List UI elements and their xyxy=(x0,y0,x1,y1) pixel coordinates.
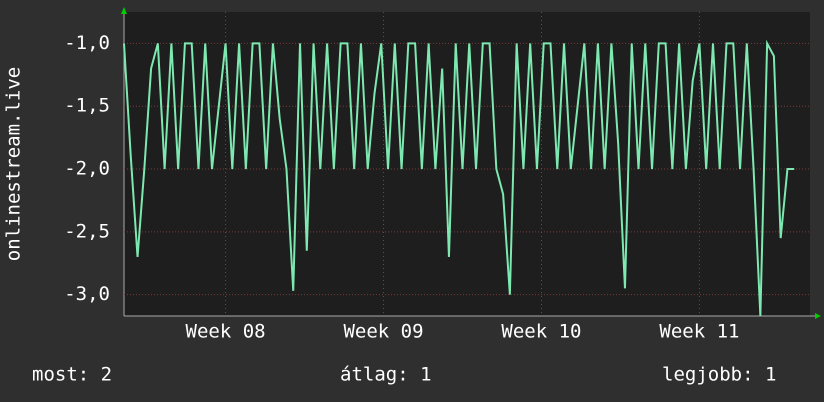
footer-stat: átlag: 1 xyxy=(340,364,432,386)
x-arrow xyxy=(815,313,821,319)
footer-stat: most: 2 xyxy=(32,364,112,386)
y-arrow xyxy=(121,7,127,14)
y-tick-label: -2,0 xyxy=(64,158,110,180)
x-tick-label: Week 08 xyxy=(186,321,266,343)
x-tick-label: Week 10 xyxy=(501,321,581,343)
x-tick-label: Week 11 xyxy=(659,321,739,343)
y-axis-label: onlinestream.live xyxy=(3,67,25,261)
footer-stat: legjobb: 1 xyxy=(662,364,776,386)
y-tick-label: -1,0 xyxy=(64,32,110,54)
x-tick-label: Week 09 xyxy=(343,321,423,343)
y-tick-label: -2,5 xyxy=(64,220,110,242)
y-tick-label: -3,0 xyxy=(64,283,110,305)
y-tick-label: -1,5 xyxy=(64,95,110,117)
data-line xyxy=(123,39,795,317)
